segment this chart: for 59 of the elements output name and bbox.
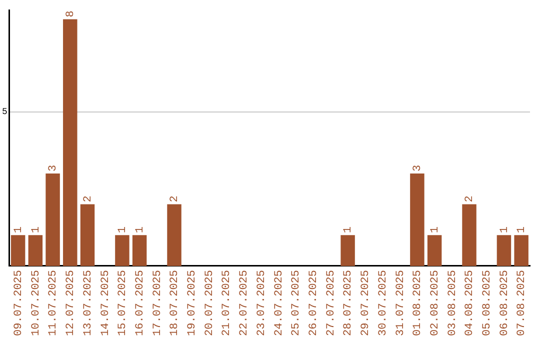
x-tick-label: 17.07.2025 [152, 270, 164, 336]
x-tick-label: 03.08.2025 [446, 270, 459, 336]
bar [514, 235, 528, 266]
bar [496, 235, 512, 266]
data-label: 1 [12, 226, 25, 234]
x-tick-label: 05.08.2025 [482, 270, 494, 336]
bar [80, 204, 95, 266]
x-tick-label: 21.07.2025 [221, 270, 234, 336]
x-tick-label: 09.07.2025 [12, 270, 25, 336]
bar [46, 173, 60, 266]
x-tick-label: 11.07.2025 [48, 270, 60, 336]
x-tick-label: 28.07.2025 [342, 270, 355, 336]
x-tick-label: 13.07.2025 [82, 270, 94, 336]
x-tick-label: 23.07.2025 [256, 270, 268, 336]
bar [10, 235, 26, 266]
x-tick-label: 16.07.2025 [134, 270, 146, 336]
data-label: 3 [48, 164, 60, 172]
bar [410, 173, 424, 266]
x-tick-label: 15.07.2025 [117, 270, 130, 336]
x-tick-label: 22.07.2025 [238, 270, 251, 336]
x-tick-label: 19.07.2025 [186, 270, 199, 336]
bar [340, 235, 355, 266]
x-tick-label: 29.07.2025 [360, 270, 372, 336]
bar [167, 204, 182, 266]
x-tick-label: 25.07.2025 [290, 270, 303, 336]
x-tick-label: 02.08.2025 [429, 270, 442, 336]
x-tick-label: 06.08.2025 [498, 270, 511, 336]
x-tick-label: 14.07.2025 [100, 270, 112, 336]
bar [115, 235, 130, 266]
data-label: 2 [82, 196, 94, 202]
x-tick-label: 18.07.2025 [169, 270, 182, 336]
x-tick-label: 01.08.2025 [412, 270, 424, 336]
x-tick-label: 30.07.2025 [377, 270, 390, 336]
x-tick-label: 12.07.2025 [65, 270, 78, 336]
data-label: 2 [464, 196, 476, 202]
x-tick-label: 10.07.2025 [30, 270, 42, 336]
data-label: 8 [65, 10, 78, 18]
x-tick-label: 04.08.2025 [464, 270, 476, 336]
data-label: 3 [412, 164, 424, 172]
x-tick-label: 20.07.2025 [204, 270, 216, 336]
x-tick-label: 24.07.2025 [273, 270, 286, 336]
data-label: 1 [117, 226, 130, 234]
data-label: 2 [169, 196, 182, 202]
x-tick-label: 31.07.2025 [394, 270, 407, 336]
y-tick-label: 5 [2, 107, 8, 118]
bar [28, 235, 43, 266]
data-label: 1 [429, 226, 442, 234]
bar [427, 235, 442, 266]
bar [132, 235, 147, 266]
data-label: 1 [134, 226, 146, 234]
data-label: 1 [498, 226, 511, 234]
data-label: 1 [342, 226, 355, 234]
bar [63, 19, 78, 266]
data-label: 1 [516, 226, 528, 234]
x-tick-label: 26.07.2025 [308, 270, 320, 336]
bar [462, 204, 476, 266]
x-tick-label: 07.08.2025 [516, 270, 528, 336]
data-label: 1 [30, 226, 42, 234]
x-tick-label: 27.07.2025 [325, 270, 338, 336]
